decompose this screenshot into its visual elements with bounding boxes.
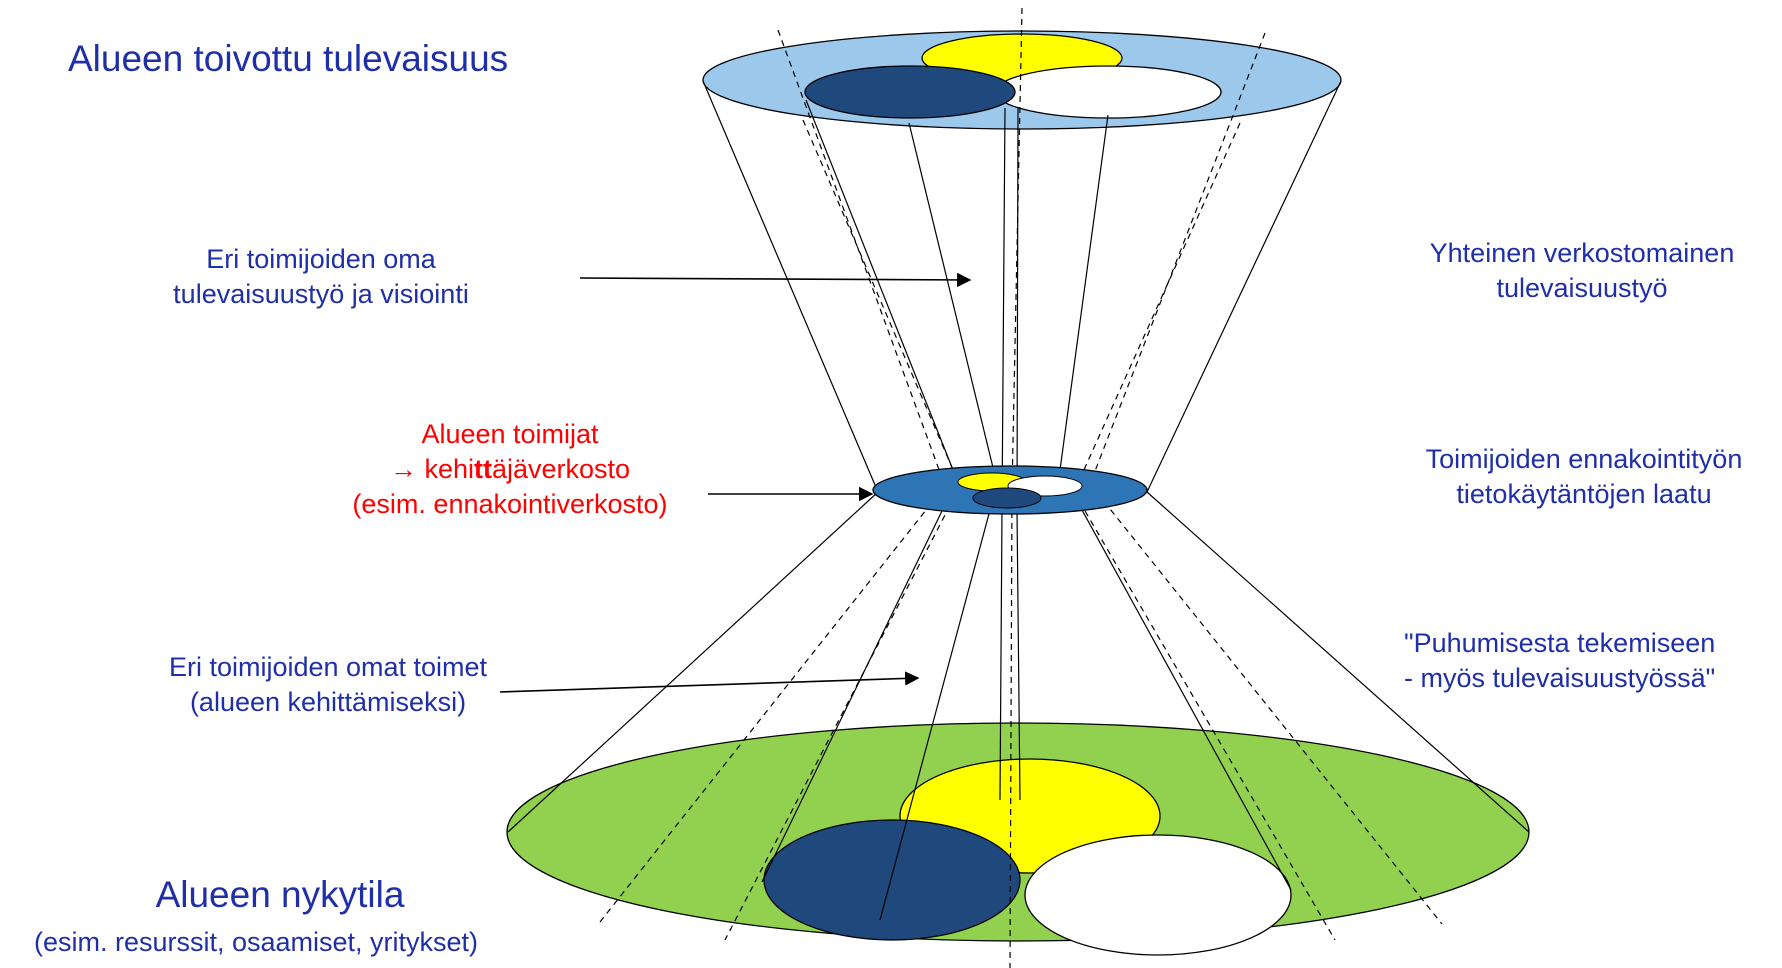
quote-line-1: "Puhumisesta tekemiseen	[1404, 628, 1716, 658]
pointer-arrows	[499, 272, 972, 693]
network-line-2-post: äjäverkosto	[491, 454, 631, 484]
network-line-2-bold: tt	[473, 454, 492, 484]
quote-label: "Puhumisesta tekemiseen - myös tulevaisu…	[1404, 626, 1715, 696]
middle-navy-circle	[972, 487, 1042, 509]
bottom-navy-circle	[763, 819, 1021, 941]
funnel-lines	[507, 80, 1530, 921]
own-actions-label: Eri toimijoiden omat toimet (alueen kehi…	[140, 650, 516, 720]
network-line-3: (esim. ennakointiverkosto)	[352, 489, 668, 519]
current-title: Alueen nykytila	[155, 874, 405, 915]
arrow-right-icon: →	[389, 454, 417, 484]
quality-label: Toimijoiden ennakointityön tietokäytäntö…	[1392, 442, 1776, 512]
network-label: Alueen toimijat → kehittäjäverkosto (esi…	[330, 417, 690, 522]
network-line-2-pre: kehi	[424, 454, 474, 484]
own-future-work-label: Eri toimijoiden oma tulevaisuustyö ja vi…	[146, 242, 496, 312]
quality-line-2: tietokäytäntöjen laatu	[1456, 479, 1712, 509]
arrow-own-actions	[499, 671, 920, 693]
own-future-work-line-1: Eri toimijoiden oma	[206, 244, 436, 274]
bottom-white-circle	[1024, 834, 1292, 956]
future-title: Alueen toivottu tulevaisuus	[68, 38, 509, 79]
joint-work-line-2: tulevaisuustyö	[1496, 273, 1668, 303]
network-line-1: Alueen toimijat	[421, 419, 599, 449]
quality-line-1: Toimijoiden ennakointityön	[1425, 444, 1743, 474]
joint-work-label: Yhteinen verkostomainen tulevaisuustyö	[1392, 236, 1772, 306]
network-line-2: → kehittäjäverkosto	[330, 452, 690, 487]
own-actions-line-2: (alueen kehittämiseksi)	[189, 687, 467, 717]
own-actions-line-1: Eri toimijoiden omat toimet	[168, 652, 488, 682]
joint-work-line-1: Yhteinen verkostomainen	[1429, 238, 1735, 268]
current-subtitle: (esim. resurssit, osaamiset, yritykset)	[33, 927, 479, 957]
own-future-work-line-2: tulevaisuustyö ja visiointi	[173, 279, 469, 309]
funnel-dashed-lines	[599, 7, 1443, 968]
top-navy-circle	[804, 65, 1016, 119]
arrow-own-future-work	[579, 272, 972, 288]
quote-line-2: - myös tulevaisuustyössä"	[1404, 663, 1716, 693]
top-white-circle	[994, 65, 1222, 119]
